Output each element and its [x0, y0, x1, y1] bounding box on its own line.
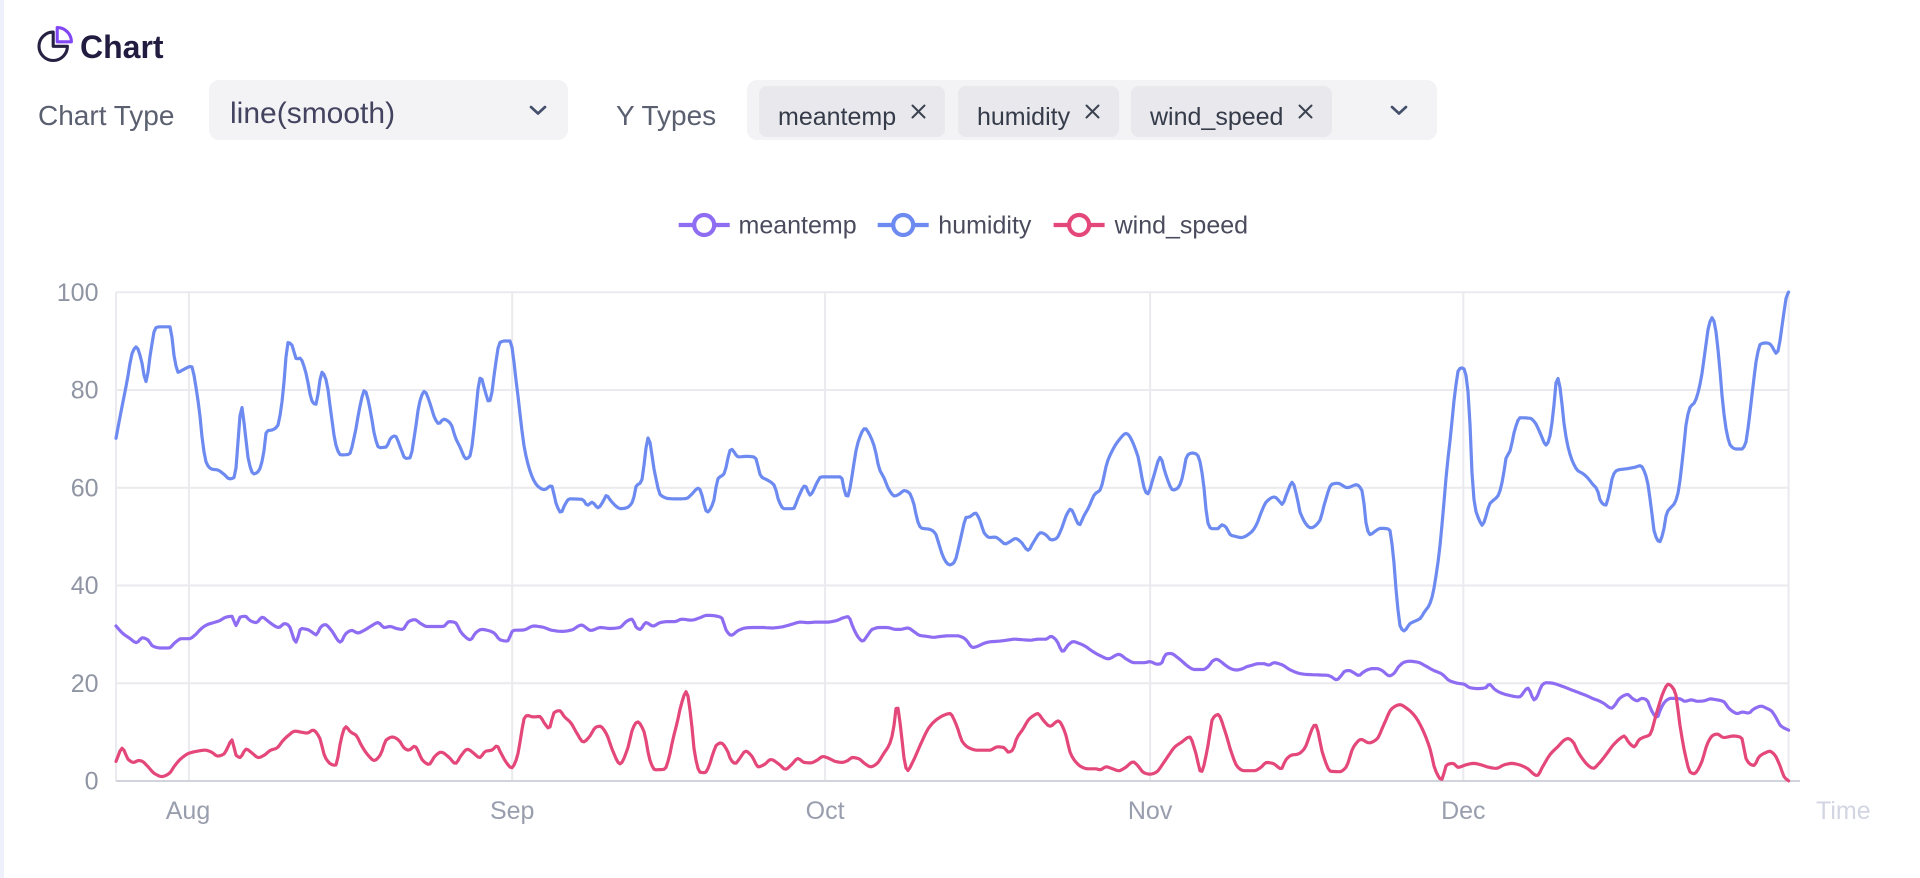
- svg-text:40: 40: [71, 572, 99, 600]
- svg-text:wind_speed: wind_speed: [1114, 212, 1248, 240]
- svg-text:Aug: Aug: [166, 797, 210, 825]
- svg-text:20: 20: [71, 670, 99, 698]
- svg-text:100: 100: [57, 279, 99, 307]
- svg-text:80: 80: [71, 377, 99, 405]
- svg-text:0: 0: [85, 768, 99, 796]
- svg-text:60: 60: [71, 474, 99, 502]
- svg-text:Sep: Sep: [490, 797, 534, 825]
- svg-text:humidity: humidity: [938, 212, 1032, 240]
- svg-text:Nov: Nov: [1128, 797, 1173, 825]
- svg-text:Time: Time: [1816, 797, 1871, 825]
- svg-text:meantemp: meantemp: [739, 212, 857, 240]
- svg-text:Oct: Oct: [806, 797, 845, 825]
- svg-text:Dec: Dec: [1441, 797, 1485, 825]
